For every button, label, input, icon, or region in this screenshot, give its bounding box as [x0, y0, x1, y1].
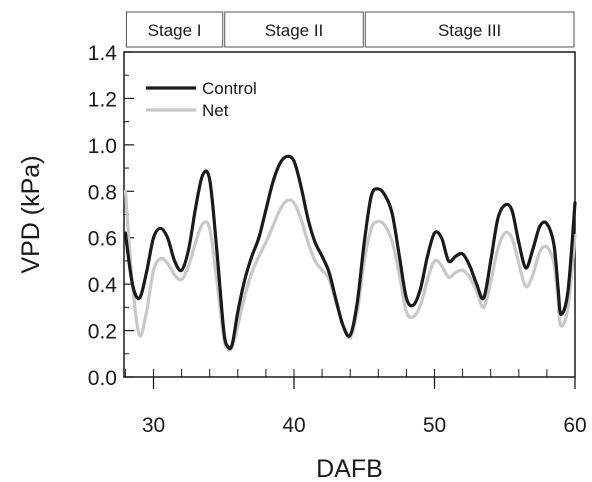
- y-axis-title: VPD (kPa): [17, 155, 45, 273]
- legend-label: Net: [202, 101, 229, 120]
- plot-frame: [123, 51, 576, 378]
- stage-label: Stage I: [148, 21, 202, 40]
- y-tick-label: 1.4: [88, 42, 118, 65]
- y-tick-label: 0.8: [88, 181, 117, 204]
- stage-label: Stage III: [438, 21, 501, 40]
- series-line-net: [123, 189, 577, 352]
- y-tick-label: 0.2: [88, 321, 117, 344]
- axis-ticks: 0.0 0.2 0.4 0.6 0.8 1.0 1.2 1.4 30 40 50 60: [88, 42, 587, 437]
- stage-box: [224, 11, 364, 48]
- x-axis-title: DAFB: [316, 455, 383, 482]
- y-tick-label: 1.0: [88, 135, 117, 158]
- series-lines: [123, 154, 577, 352]
- y-tick-label: 0.6: [88, 228, 117, 251]
- x-tick-label: 30: [142, 414, 165, 437]
- y-tick-label: 1.2: [88, 88, 117, 111]
- x-tick-label: 60: [563, 414, 586, 437]
- stage-box: [125, 11, 224, 48]
- legend: Control Net: [146, 79, 257, 120]
- stage-bands: Stage I Stage II Stage III: [125, 11, 575, 48]
- stage-label: Stage II: [265, 21, 324, 40]
- y-tick-label: 0.4: [88, 274, 118, 297]
- legend-label: Control: [202, 79, 257, 98]
- series-line-control: [123, 154, 577, 351]
- y-tick-label: 0.0: [88, 367, 117, 390]
- x-tick-label: 50: [423, 414, 446, 437]
- x-tick-label: 40: [282, 414, 305, 437]
- stage-box: [364, 11, 575, 48]
